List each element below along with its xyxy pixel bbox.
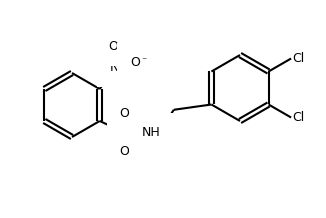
- Text: ⁻: ⁻: [141, 56, 146, 66]
- Text: +: +: [120, 54, 126, 63]
- Text: N: N: [110, 61, 119, 74]
- Text: O: O: [108, 40, 118, 53]
- Text: O: O: [130, 56, 140, 69]
- Text: Cl: Cl: [292, 111, 304, 124]
- Text: Cl: Cl: [292, 52, 304, 65]
- Text: O: O: [119, 107, 129, 120]
- Text: NH: NH: [142, 126, 161, 139]
- Text: S: S: [120, 126, 128, 139]
- Text: O: O: [119, 145, 129, 158]
